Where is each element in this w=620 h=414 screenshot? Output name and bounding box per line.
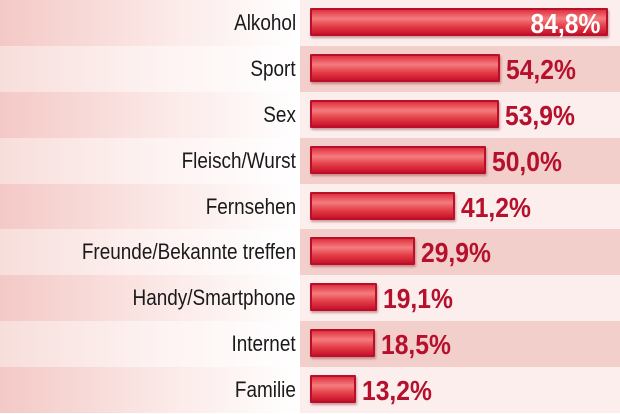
value-label: 29,9% [421,237,491,269]
bar [310,99,500,128]
chart-row: Sport 54,2% [0,45,620,92]
bar [310,191,455,220]
category-label: Handy/Smartphone [132,285,296,311]
chart-row: Handy/Smartphone 19,1% [0,275,620,322]
chart-row: Internet 18,5% [0,321,620,368]
chart-row: Alkohol 84,8% [0,0,620,46]
chart-row: Familie 13,2% [0,367,620,413]
row-background-left [0,0,300,46]
row-background-left [0,91,300,138]
category-label: Sex [263,101,296,127]
bar [310,8,608,36]
row-background-left [0,229,300,276]
category-label: Freunde/Bekannte treffen [81,239,296,265]
row-background-left [0,367,300,413]
bar [310,329,375,358]
row-background-left [0,275,300,322]
chart-row: Fleisch/Wurst 50,0% [0,137,620,184]
bar [310,53,501,82]
value-label: 41,2% [460,191,531,223]
category-label: Alkohol [233,10,296,35]
row-background-left [0,137,300,184]
bar [310,237,416,266]
value-label: 13,2% [362,375,433,407]
value-label: 50,0% [491,145,562,177]
category-label: Internet [231,331,296,357]
bar [310,145,486,174]
chart-row: Fernsehen 41,2% [0,183,620,230]
row-background-left [0,321,300,368]
value-label: 18,5% [381,329,451,361]
chart-row: Freunde/Bekannte treffen 29,9% [0,229,620,276]
chart-row: Sex 53,9% [0,91,620,138]
value-label: 19,1% [383,283,453,315]
value-label: 84,8% [530,8,600,39]
value-label: 54,2% [506,53,577,85]
category-label: Familie [235,377,296,403]
category-label: Fleisch/Wurst [181,147,296,173]
value-label: 53,9% [505,99,576,131]
row-background-left [0,183,300,230]
category-label: Fernsehen [205,193,296,219]
bar [310,283,378,312]
bar [310,375,357,404]
row-background-left [0,45,300,92]
category-label: Sport [250,55,296,81]
